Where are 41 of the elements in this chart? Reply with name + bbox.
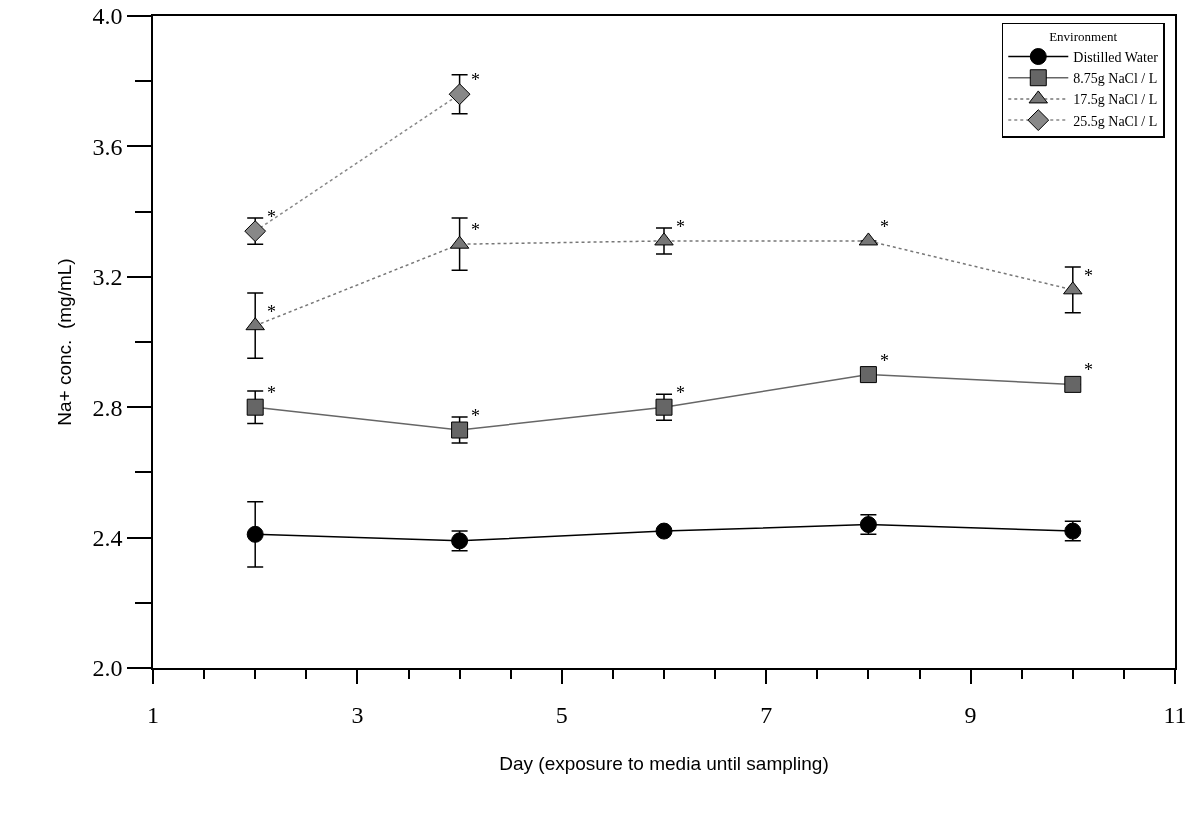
annotation: *: [471, 70, 480, 90]
annotation: *: [676, 217, 685, 237]
annotation: *: [267, 302, 276, 322]
y-axis-title: Na+ conc. (mg/mL): [53, 258, 75, 426]
point: [245, 317, 265, 331]
annotation: *: [471, 406, 480, 426]
legend-label: 8.75g NaCl / L: [1073, 71, 1158, 87]
point: [246, 525, 264, 543]
x-tick-label: 3: [351, 701, 364, 728]
annotation: *: [267, 383, 276, 403]
annotation: *: [267, 207, 276, 227]
y-tick-label: 2.8: [92, 394, 123, 421]
y-tick-label: 2.4: [92, 525, 123, 551]
x-axis-title: Day (exposure to media until sampling): [499, 752, 829, 774]
x-tick-label: 9: [964, 701, 977, 728]
legend-label: 17.5g NaCl / L: [1073, 92, 1158, 108]
y-tick-label: 3.6: [92, 133, 123, 160]
annotation: *: [471, 220, 480, 240]
x-tick-label: 5: [555, 701, 568, 728]
legend-label: Distilled Water: [1073, 49, 1159, 65]
point: [246, 398, 264, 416]
point: [655, 398, 673, 416]
x-tick-label: 7: [760, 701, 773, 728]
point: [859, 366, 877, 384]
x-tick-label: 1: [147, 701, 159, 728]
point: [1064, 375, 1082, 393]
point: [451, 421, 469, 439]
x-tick-label: 11: [1163, 701, 1187, 728]
y-tick-label: 4.0: [92, 3, 123, 30]
legend-label: 25.5g NaCl / L: [1073, 113, 1158, 129]
point: [654, 232, 674, 246]
annotation: *: [1084, 266, 1093, 286]
point: [655, 522, 673, 540]
annotation: *: [1084, 360, 1093, 380]
annotation: *: [676, 383, 685, 403]
annotation: *: [880, 217, 889, 237]
y-tick-label: 2.0: [92, 655, 123, 682]
annotation: *: [880, 351, 889, 371]
legend-title: Environment: [1049, 28, 1118, 44]
point: [1063, 281, 1083, 295]
y-tick-label: 3.2: [92, 264, 123, 291]
